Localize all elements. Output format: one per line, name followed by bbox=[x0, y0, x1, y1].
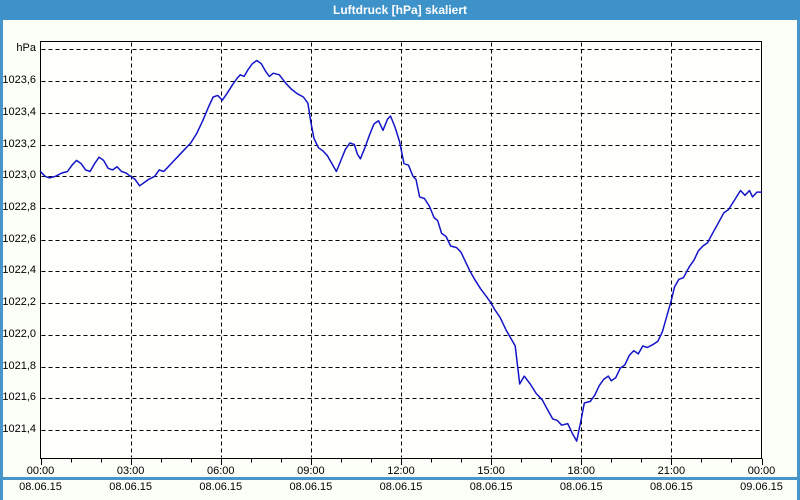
y-tick-label: 1023,0 bbox=[2, 169, 36, 182]
x-tick-date-label: 08.06.15 bbox=[19, 481, 62, 493]
x-tick-time-label: 12:00 bbox=[387, 465, 415, 477]
x-tick-time-label: 09:00 bbox=[297, 465, 325, 477]
chart-plot bbox=[39, 41, 763, 465]
y-tick-label: 1023,6 bbox=[2, 74, 36, 87]
x-tick-date-label: 08.06.15 bbox=[379, 481, 423, 493]
y-tick-label: 1022,8 bbox=[2, 200, 36, 213]
x-tick-date-label: 08.06.15 bbox=[289, 481, 333, 493]
chart-area: hPa 1023,6 1023,4 1023,2 1023,0 1022,8 1022,6 1… bbox=[0, 20, 800, 500]
x-tick-time-label: 00:00 bbox=[747, 465, 776, 477]
y-tick-label: 1022,6 bbox=[2, 232, 36, 245]
x-tick-date-label: 08.06.15 bbox=[559, 481, 603, 493]
x-tick-time-label: 06:00 bbox=[206, 465, 235, 477]
y-tick-label: 1023,2 bbox=[2, 137, 36, 150]
y-tick-label: 1021,4 bbox=[2, 422, 36, 435]
y-tick-label: 1023,4 bbox=[2, 105, 36, 118]
y-tick-label: 1021,6 bbox=[2, 391, 36, 404]
x-tick-time-label: 00:00 bbox=[26, 465, 55, 477]
x-tick-date-label: 08.06.15 bbox=[199, 481, 243, 493]
x-tick-date-label: 09.06.15 bbox=[740, 481, 783, 493]
y-tick-label: 1022,4 bbox=[2, 264, 36, 277]
x-tick-time-label: 03:00 bbox=[116, 465, 145, 477]
y-axis-unit-label: hPa bbox=[16, 42, 36, 55]
x-tick-time-label: 18:00 bbox=[567, 465, 596, 477]
x-tick-date-label: 08.06.15 bbox=[109, 481, 153, 493]
pressure-line bbox=[39, 59, 763, 442]
y-tick-label: 1022,0 bbox=[2, 327, 36, 340]
window-title: Luftdruck [hPa] skaliert bbox=[332, 3, 468, 17]
x-tick-time-label: 21:00 bbox=[657, 465, 686, 477]
x-tick-date-label: 08.06.15 bbox=[649, 481, 693, 493]
window-border-right bbox=[797, 20, 800, 500]
x-tick-date-label: 08.06.15 bbox=[469, 481, 513, 493]
y-tick-label: 1021,8 bbox=[2, 359, 36, 372]
y-tick-label: 1022,2 bbox=[2, 296, 36, 309]
x-tick-time-label: 15:00 bbox=[477, 465, 505, 477]
window-border-bottom bbox=[0, 477, 800, 480]
window-titlebar[interactable]: Luftdruck [hPa] skaliert bbox=[0, 0, 800, 20]
window-border-left bbox=[0, 20, 3, 500]
